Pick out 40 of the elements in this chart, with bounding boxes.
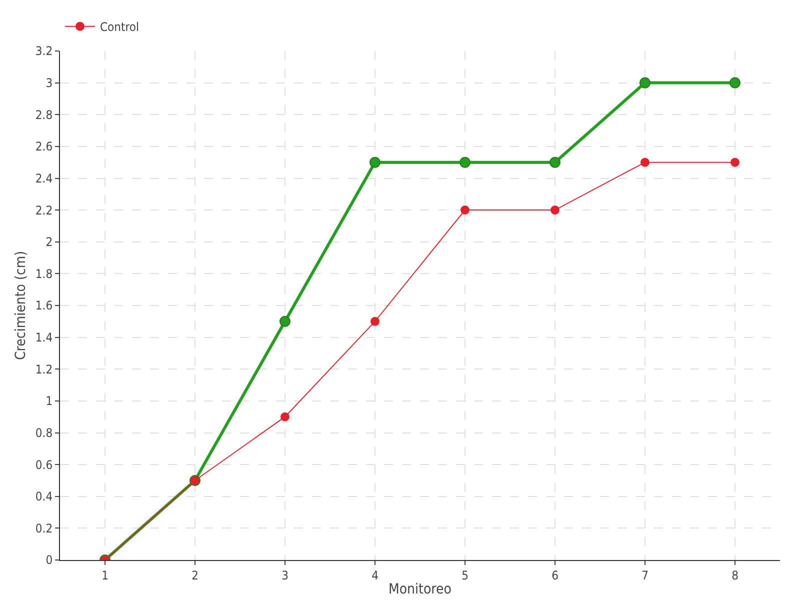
point [640, 158, 650, 167]
point [730, 158, 740, 167]
point [550, 206, 560, 215]
y-tick-label: 1.8 [35, 266, 53, 281]
y-tick-label: 2.4 [35, 171, 53, 186]
y-tick-label: 0.4 [35, 490, 53, 504]
y-axis-title: Crecimiento (cm) [13, 250, 30, 360]
y-tick-label: 0.8 [35, 426, 53, 440]
y-tick-label: 0 [46, 553, 53, 568]
x-tick-label: 5 [462, 568, 468, 582]
x-tick-label: 7 [642, 568, 648, 582]
y-tick-label: 3 [46, 76, 53, 90]
y-tick-label: 2 [46, 235, 53, 250]
y-tick-label: 1.4 [35, 330, 53, 345]
y-tick-label: 0.6 [35, 458, 53, 472]
y-tick-label: 2.8 [35, 108, 53, 122]
point [640, 77, 650, 88]
x-tick-label: 8 [732, 568, 739, 582]
point [280, 316, 290, 327]
y-tick-label: 1 [46, 394, 53, 408]
point [460, 156, 470, 168]
y-tick-label: 2.6 [35, 140, 53, 154]
x-tick-label: 2 [192, 568, 198, 582]
x-axis-title: Monitoreo [388, 582, 452, 598]
point [460, 206, 470, 215]
x-tick-label: 1 [102, 568, 108, 582]
point [370, 156, 380, 168]
legend-label: Control [100, 20, 139, 34]
y-tick-label: 1.2 [35, 362, 53, 376]
x-tick-label: 6 [552, 568, 559, 582]
point [370, 316, 380, 326]
y-tick-label: 1.6 [35, 298, 53, 313]
x-tick-label: 3 [282, 568, 288, 582]
point [280, 412, 290, 422]
x-tick-label: 4 [372, 568, 379, 582]
y-tick-label: 3.2 [35, 44, 53, 58]
point [730, 77, 740, 88]
y-tick-label: 2.2 [35, 203, 53, 218]
point [550, 156, 560, 168]
y-tick-label: 0.2 [35, 521, 53, 536]
